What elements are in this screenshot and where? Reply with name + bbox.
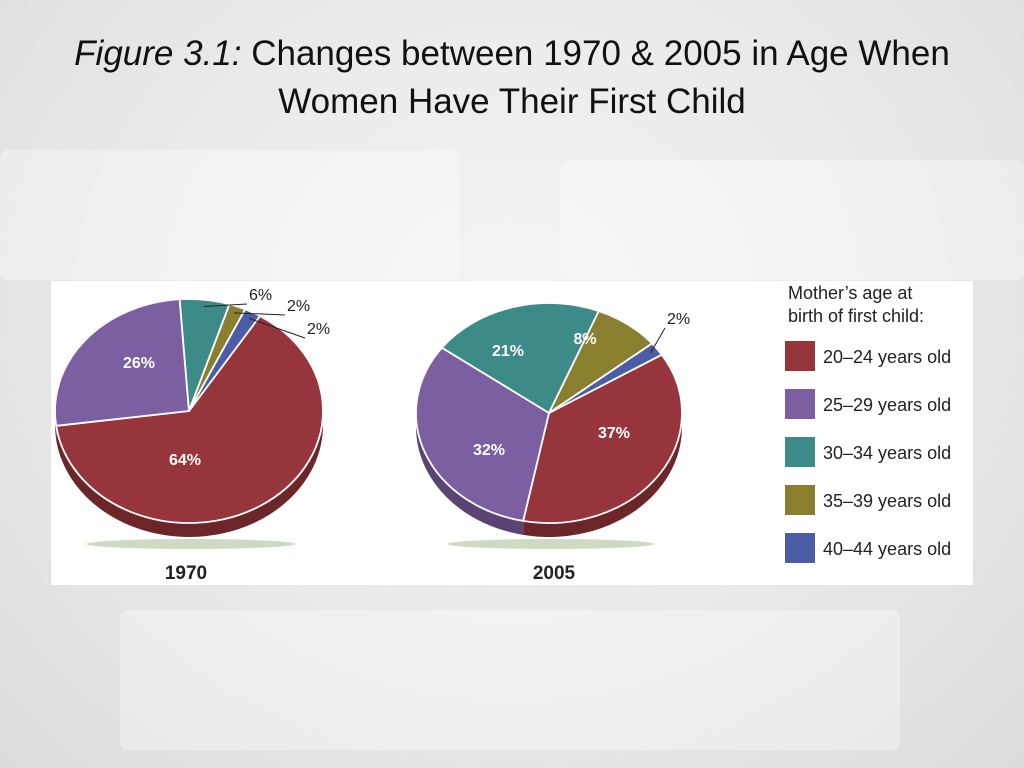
legend: Mother’s age at birth of first child: 20–2… — [785, 283, 951, 563]
slice-label: 8% — [573, 331, 596, 348]
pie-slice — [54, 298, 190, 427]
slice-label: 2% — [667, 311, 690, 328]
slice-label: 37% — [598, 425, 630, 442]
leader-line — [248, 317, 306, 339]
legend-title: birth of first child: — [788, 306, 924, 326]
pie-title: 2005 — [533, 563, 576, 584]
legend-label: 40–44 years old — [823, 539, 951, 559]
legend-swatch — [785, 389, 815, 419]
legend-swatch — [785, 485, 815, 515]
pie-title: 1970 — [165, 563, 207, 584]
legend-swatch — [785, 437, 815, 467]
pie-slice — [548, 342, 663, 414]
pie-slice — [522, 353, 683, 524]
background-shape — [560, 160, 1024, 280]
pie-charts: 64% 26% 6% 2% 2% 1970 37% 32% 21% 8% 2% 2005 Mothe… — [54, 283, 951, 584]
background-shape — [120, 610, 900, 750]
leader-line — [203, 303, 248, 307]
legend-label: 35–39 years old — [823, 491, 951, 511]
slice-label: 64% — [169, 452, 201, 469]
pie-shadow — [447, 539, 655, 549]
title-line-1: Changes between 1970 & 2005 in Age When — [251, 34, 950, 73]
legend-title: Mother’s age at — [788, 283, 912, 303]
title-line-2: Women Have Their First Child — [278, 82, 746, 121]
pie-slice — [55, 315, 324, 524]
slice-label: 32% — [473, 442, 505, 459]
slice-label: 2% — [307, 321, 330, 338]
slice-label: 21% — [492, 343, 524, 360]
pie-slice — [441, 302, 600, 414]
slice-label: 26% — [123, 355, 155, 372]
slide-title: Figure 3.1: Changes between 1970 & 2005 … — [0, 30, 1024, 126]
pie-shadow — [86, 539, 296, 549]
leader-line — [234, 312, 286, 316]
slice-label: 6% — [249, 287, 272, 304]
slice-side — [523, 413, 682, 537]
legend-label: 20–24 years old — [823, 347, 951, 367]
slice-label: 2% — [287, 298, 310, 315]
pie-1970: 64% 26% 6% 2% 2% 1970 — [54, 287, 330, 584]
background-shape — [0, 150, 460, 280]
pie-slice — [188, 308, 261, 412]
legend-swatch — [785, 533, 815, 563]
figure-panel: 64% 26% 6% 2% 2% 1970 37% 32% 21% 8% 2% 2005 Mothe… — [51, 281, 973, 585]
pie-2005: 37% 32% 21% 8% 2% 2005 — [415, 302, 690, 584]
legend-swatch — [785, 341, 815, 371]
leader-line — [650, 327, 666, 354]
pie-slice — [415, 346, 550, 522]
figure-label: Figure 3.1: — [74, 34, 242, 73]
legend-label: 30–34 years old — [823, 443, 951, 463]
legend-label: 25–29 years old — [823, 395, 951, 415]
